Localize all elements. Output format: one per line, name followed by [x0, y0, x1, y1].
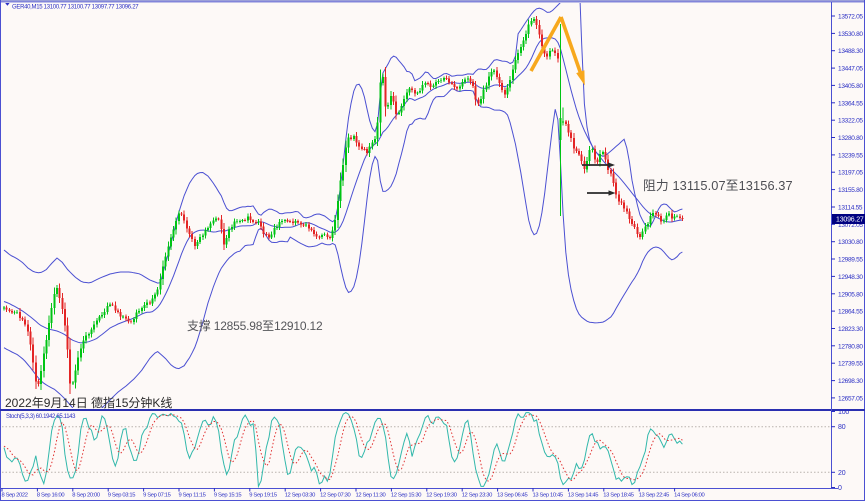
svg-text:阻力 13115.07至13156.37: 阻力 13115.07至13156.37	[643, 178, 793, 193]
svg-text:12739.55: 12739.55	[838, 361, 863, 368]
svg-text:100: 100	[838, 409, 849, 416]
svg-text:9 Sep 07:15: 9 Sep 07:15	[143, 492, 171, 498]
svg-text:12 Sep 15:30: 12 Sep 15:30	[391, 492, 421, 498]
svg-text:GER40,M15 13100.77 13100.77 1: GER40,M15 13100.77 13100.77 13097.77 130…	[12, 5, 139, 11]
svg-text:13405.80: 13405.80	[838, 83, 863, 90]
svg-text:80: 80	[838, 424, 846, 431]
svg-text:12 Sep 11:30: 12 Sep 11:30	[356, 492, 386, 498]
svg-text:13030.80: 13030.80	[838, 239, 863, 246]
svg-text:13072.05: 13072.05	[838, 222, 863, 229]
svg-text:Stoch(5,3,3) 60.1942 65.1143: Stoch(5,3,3) 60.1942 65.1143	[6, 414, 76, 420]
svg-text:13155.80: 13155.80	[838, 187, 863, 194]
svg-text:2022年9月14日 德指15分钟K线: 2022年9月14日 德指15分钟K线	[5, 395, 172, 410]
svg-text:12 Sep 03:30: 12 Sep 03:30	[285, 492, 315, 498]
svg-text:13572.05: 13572.05	[838, 14, 863, 21]
svg-text:13364.55: 13364.55	[838, 100, 863, 107]
svg-text:12698.30: 12698.30	[838, 378, 863, 385]
svg-text:8 Sep 16:00: 8 Sep 16:00	[37, 492, 65, 498]
svg-text:13 Sep 10:45: 13 Sep 10:45	[533, 492, 563, 498]
svg-text:12864.55: 12864.55	[838, 309, 863, 316]
svg-text:13 Sep 22:45: 13 Sep 22:45	[639, 492, 669, 498]
svg-text:8 Sep 20:00: 8 Sep 20:00	[72, 492, 100, 498]
svg-text:13488.30: 13488.30	[838, 48, 863, 55]
svg-text:9 Sep 19:15: 9 Sep 19:15	[249, 492, 277, 498]
svg-text:13447.05: 13447.05	[838, 66, 863, 73]
svg-text:13197.05: 13197.05	[838, 170, 863, 177]
svg-text:13 Sep 14:45: 13 Sep 14:45	[568, 492, 598, 498]
svg-text:12657.05: 12657.05	[838, 395, 863, 402]
svg-text:13530.80: 13530.80	[838, 31, 863, 38]
svg-text:13322.05: 13322.05	[838, 118, 863, 125]
svg-text:12 Sep 07:30: 12 Sep 07:30	[320, 492, 350, 498]
svg-text:12823.30: 12823.30	[838, 326, 863, 333]
svg-text:9 Sep 03:15: 9 Sep 03:15	[108, 492, 136, 498]
svg-text:13 Sep 06:45: 13 Sep 06:45	[497, 492, 527, 498]
svg-text:12948.30: 12948.30	[838, 274, 863, 281]
svg-text:13239.55: 13239.55	[838, 152, 863, 159]
svg-text:13 Sep 18:45: 13 Sep 18:45	[603, 492, 633, 498]
svg-text:13280.80: 13280.80	[838, 135, 863, 142]
svg-text:14 Sep 06:00: 14 Sep 06:00	[674, 492, 704, 498]
svg-text:12780.80: 12780.80	[838, 343, 863, 350]
svg-text:12 Sep 23:30: 12 Sep 23:30	[462, 492, 492, 498]
svg-text:8 Sep 2022: 8 Sep 2022	[2, 492, 28, 498]
svg-text:20: 20	[838, 470, 846, 477]
svg-text:12 Sep 19:30: 12 Sep 19:30	[426, 492, 456, 498]
svg-text:9 Sep 15:15: 9 Sep 15:15	[214, 492, 242, 498]
svg-text:13096.27: 13096.27	[836, 217, 864, 224]
svg-text:12905.80: 12905.80	[838, 291, 863, 298]
svg-text:0: 0	[838, 485, 842, 492]
svg-text:9 Sep 11:15: 9 Sep 11:15	[179, 492, 206, 498]
svg-text:13114.55: 13114.55	[838, 205, 863, 212]
svg-text:支撑 12855.98至12910.12: 支撑 12855.98至12910.12	[187, 318, 323, 333]
svg-text:12989.55: 12989.55	[838, 257, 863, 264]
